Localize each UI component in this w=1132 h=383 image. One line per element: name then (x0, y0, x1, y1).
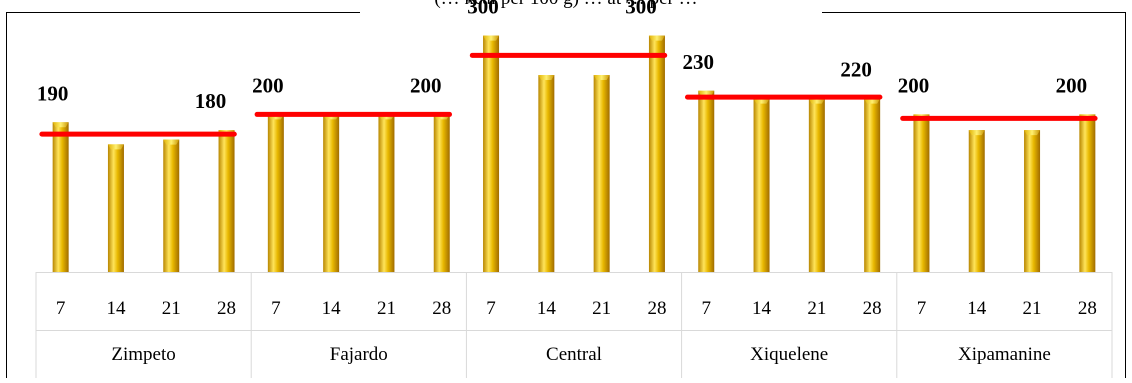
tick-label-zimpeto-28: 28 (217, 298, 236, 319)
bar-zimpeto-7 (52, 122, 69, 272)
group-label-xiquelene: Xiquelene (750, 344, 828, 365)
tick-label-fajardo-21: 21 (377, 298, 396, 319)
chart-title: (… kcal per 100 g) … at … per … (0, 0, 1132, 10)
bar-cap-xiquelene-14 (753, 98, 770, 104)
tick-label-zimpeto-21: 21 (162, 298, 181, 319)
bar-central-14 (538, 75, 555, 272)
group-label-xipamanine: Xipamanine (958, 344, 1051, 365)
bar-cap-xiquelene-28 (864, 98, 881, 104)
bar-xipamanine-21 (1024, 130, 1041, 272)
bar-zimpeto-14 (107, 144, 124, 272)
bar-cap-xipamanine-14 (968, 130, 985, 136)
data-label-central-7: 300 (467, 0, 499, 19)
tick-label-central-7: 7 (486, 298, 496, 319)
bar-xiquelene-28 (864, 98, 881, 272)
bar-zimpeto-21 (163, 139, 180, 272)
category-axis: Zimpeto 7 14 21 28 Fajardo 7 14 21 28 Central 7 14 21… (35, 272, 1113, 378)
tick-label-central-14: 14 (537, 298, 557, 319)
group-label-zimpeto: Zimpeto (111, 344, 175, 365)
bar-xiquelene-7 (698, 90, 715, 272)
bar-xipamanine-7 (913, 114, 930, 272)
tick-label-central-28: 28 (647, 298, 666, 319)
bar-cap-central-14 (538, 75, 555, 81)
bar-zimpeto-28 (218, 130, 235, 272)
bar-cap-xiquelene-21 (808, 98, 825, 104)
bar-cap-central-28 (648, 35, 665, 41)
data-label-xiquelene-7: 230 (683, 50, 715, 74)
bar-fajardo-14 (323, 114, 340, 272)
bar-central-7 (483, 35, 500, 273)
data-labels: 190 180 200 200 300 300 230 220 200 200 (37, 0, 1087, 113)
bar-fajardo-28 (433, 114, 450, 272)
tick-label-central-21: 21 (592, 298, 611, 319)
tick-label-xiquelene-21: 21 (807, 298, 826, 319)
data-label-xipamanine-7: 200 (898, 73, 930, 97)
group-label-central: Central (546, 344, 602, 365)
mean-lines (39, 52, 1098, 137)
data-label-zimpeto-7: 190 (37, 81, 69, 105)
bar-cap-central-21 (593, 75, 610, 81)
tick-label-xipamanine-14: 14 (967, 298, 987, 319)
data-label-fajardo-28: 200 (410, 73, 442, 97)
tick-label-zimpeto-7: 7 (56, 298, 66, 319)
tick-label-xiquelene-14: 14 (752, 298, 772, 319)
data-label-xipamanine-28: 200 (1056, 73, 1088, 97)
tick-label-xipamanine-28: 28 (1078, 298, 1097, 319)
bar-xiquelene-21 (808, 98, 825, 272)
bar-cap-xiquelene-7 (698, 90, 715, 96)
bar-fajardo-7 (267, 114, 284, 272)
group-label-fajardo: Fajardo (330, 344, 388, 365)
tick-label-fajardo-14: 14 (322, 298, 342, 319)
bar-cap-zimpeto-7 (52, 122, 69, 128)
tick-label-zimpeto-14: 14 (106, 298, 126, 319)
tick-label-fajardo-28: 28 (432, 298, 451, 319)
tick-label-xipamanine-21: 21 (1023, 298, 1042, 319)
bar-xiquelene-14 (753, 98, 770, 272)
data-label-central-28: 300 (625, 0, 657, 19)
tick-label-xiquelene-28: 28 (863, 298, 882, 319)
bar-cap-zimpeto-21 (163, 139, 180, 145)
bar-cap-xipamanine-21 (1024, 130, 1041, 136)
tick-label-xipamanine-7: 7 (917, 298, 927, 319)
bar-cap-central-7 (483, 35, 500, 41)
data-label-xiquelene-28: 220 (840, 58, 872, 82)
tick-label-fajardo-7: 7 (271, 298, 281, 319)
bar-central-21 (593, 75, 610, 272)
bar-xipamanine-28 (1079, 114, 1096, 272)
data-label-zimpeto-28: 180 (195, 89, 227, 113)
bar-central-28 (648, 35, 665, 273)
bars (52, 35, 1096, 273)
bar-fajardo-21 (378, 114, 395, 272)
data-label-fajardo-7: 200 (252, 73, 284, 97)
bar-cap-zimpeto-14 (107, 144, 124, 150)
tick-label-xiquelene-7: 7 (702, 298, 712, 319)
bar-xipamanine-14 (968, 130, 985, 272)
